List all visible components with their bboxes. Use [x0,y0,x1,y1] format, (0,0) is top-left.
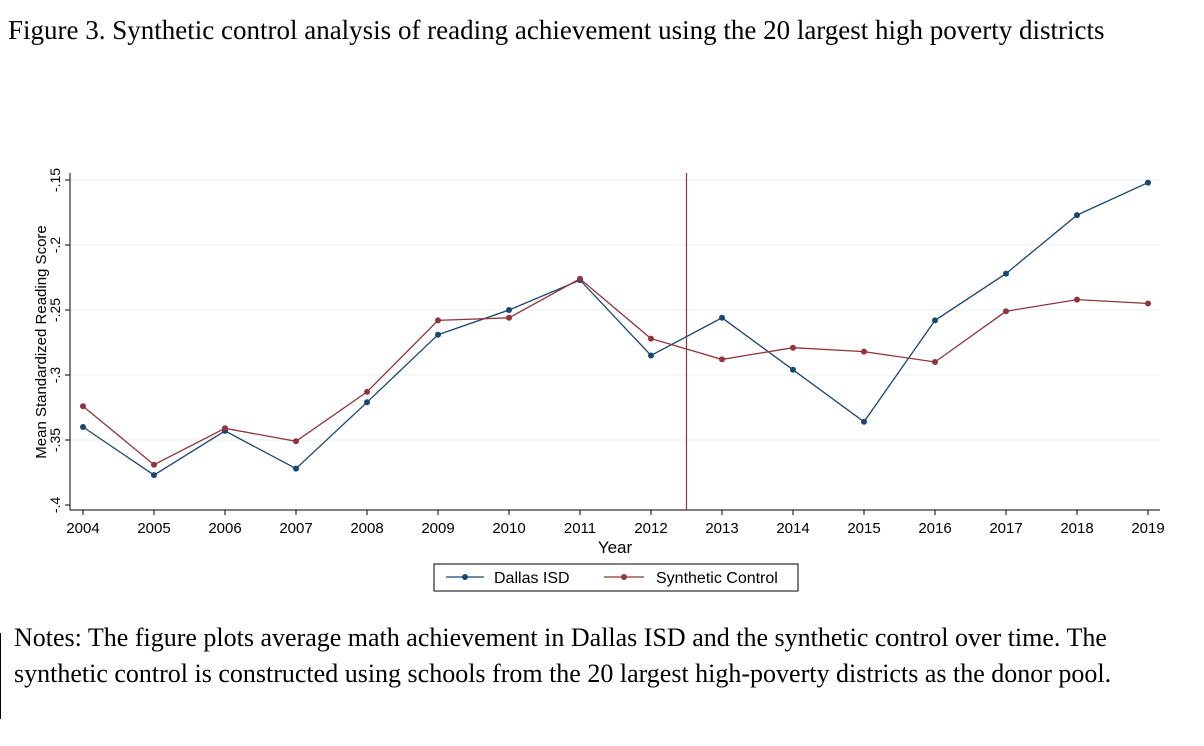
data-point-0 [790,366,796,373]
x-tick-label: 2012 [634,520,667,537]
data-point-1 [719,356,725,363]
data-point-0 [293,465,299,472]
x-tick-label: 2010 [492,520,525,537]
y-tick-label: -.2 [47,237,63,254]
series-line-1 [82,278,1149,466]
notes-margin-bar [0,633,1,719]
data-point-1 [577,275,583,282]
x-tick-label: 2018 [1060,520,1093,537]
x-tick-label: 2008 [350,520,383,537]
legend-label-synthetic: Synthetic Control [656,570,778,587]
y-tick-label: -.25 [47,298,63,322]
data-point-1 [932,359,938,365]
data-point-1 [293,438,299,445]
data-point-1 [364,388,370,395]
figure-title: Figure 3. Synthetic control analysis of … [8,15,1105,45]
data-point-1 [648,335,654,342]
x-axis-label: Year [598,538,633,557]
series-line-0 [82,182,1149,476]
y-axis-label: Mean Standardized Reading Score [33,225,50,458]
data-point-0 [151,472,157,479]
x-tick-label: 2014 [776,520,809,537]
x-tick-label: 2013 [705,520,738,537]
data-point-1 [151,461,157,468]
line-chart: -.4-.35-.3-.25-.2-.15 2004 2005 2006 2007 20… [33,168,1165,592]
data-point-0 [435,331,441,338]
x-tick-label: 2007 [279,520,312,537]
x-tick-label: 2009 [421,520,454,537]
axes [65,173,1160,515]
x-tick-label: 2016 [918,520,951,537]
data-point-1 [80,403,86,410]
legend-box [433,563,799,592]
x-tick-label: 2006 [208,520,241,537]
x-tick-labels: 2004 2005 2006 2007 2008 2009 2010 2011 2012 2013… [66,520,1164,537]
data-point-0 [1003,270,1009,277]
data-point-0 [648,352,654,359]
legend-label-dallas: Dallas ISD [494,570,570,587]
x-tick-label: 2004 [66,520,99,537]
data-point-1 [1074,296,1080,303]
data-point-1 [861,348,867,355]
data-point-1 [222,425,228,432]
y-tick-label: -.4 [47,497,63,514]
x-tick-label: 2017 [989,520,1022,537]
legend-marker-dallas [462,574,468,580]
y-tick-label: -.15 [47,168,63,192]
figure-notes: Notes: The figure plots average math ach… [14,623,1112,688]
legend: Dallas ISD Synthetic Control [433,563,799,592]
data-point-0 [932,317,938,324]
x-tick-label: 2015 [847,520,880,537]
series [80,179,1151,479]
x-tick-label: 2005 [137,520,170,537]
x-tick-label: 2011 [564,520,596,537]
data-point-0 [1074,212,1080,219]
data-point-0 [80,424,86,430]
data-point-0 [861,418,867,425]
y-tick-label: -.35 [47,428,63,452]
y-tick-labels: -.4 -.35 -.3 -.25 -.2 -.15 [47,168,63,513]
y-tick-label: -.3 [47,367,63,384]
legend-marker-synthetic [621,574,627,580]
data-point-0 [1145,179,1151,186]
data-point-1 [435,317,441,324]
data-point-1 [1003,308,1009,315]
gridlines [70,179,1160,441]
data-point-0 [364,399,370,406]
x-tick-label: 2019 [1131,520,1164,537]
data-point-0 [719,314,725,321]
data-point-1 [506,314,512,321]
data-point-1 [1145,300,1151,307]
data-point-0 [506,307,512,313]
data-point-1 [790,344,796,351]
